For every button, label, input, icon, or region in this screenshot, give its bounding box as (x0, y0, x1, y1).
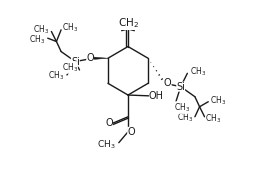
Text: Si: Si (71, 57, 80, 67)
Text: CH$_3$: CH$_3$ (48, 70, 64, 82)
Text: CH$_3$: CH$_3$ (62, 61, 78, 74)
Text: CH$_3$: CH$_3$ (205, 113, 222, 125)
Text: Si: Si (176, 82, 185, 92)
Text: OH: OH (149, 91, 164, 101)
Text: CH$_3$: CH$_3$ (62, 22, 78, 34)
Text: CH$_3$: CH$_3$ (29, 34, 45, 46)
Text: O: O (86, 53, 94, 63)
Text: CH$_3$: CH$_3$ (177, 111, 193, 124)
Text: CH$_3$: CH$_3$ (174, 101, 190, 114)
Polygon shape (93, 57, 108, 59)
Text: O: O (105, 118, 113, 129)
Text: CH$_3$: CH$_3$ (190, 65, 206, 78)
Text: O: O (164, 78, 172, 88)
Text: CH$_2$: CH$_2$ (118, 16, 138, 30)
Text: CH$_3$: CH$_3$ (210, 95, 227, 107)
Text: CH$_3$: CH$_3$ (33, 24, 49, 36)
Text: CH$_3$: CH$_3$ (97, 138, 115, 151)
Text: O: O (127, 127, 135, 137)
